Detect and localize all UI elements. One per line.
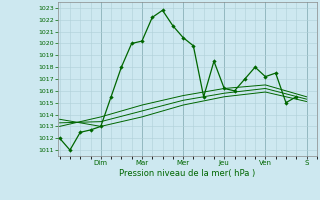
X-axis label: Pression niveau de la mer( hPa ): Pression niveau de la mer( hPa ) (119, 169, 255, 178)
